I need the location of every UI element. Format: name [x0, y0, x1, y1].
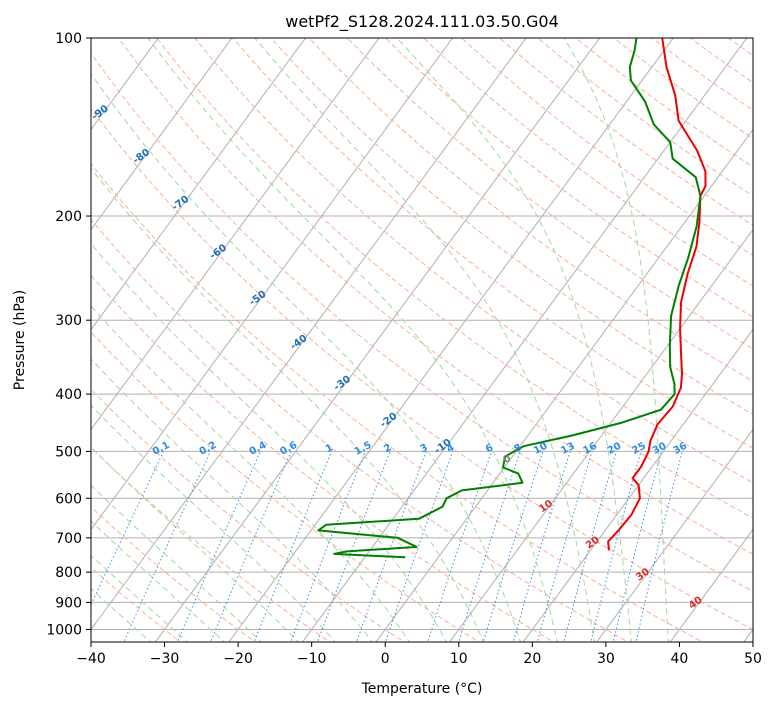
- y-tick-label: 500: [55, 444, 82, 460]
- x-tick-label: −20: [223, 651, 253, 667]
- x-tick-label: −10: [297, 651, 327, 667]
- x-tick-label: 0: [381, 651, 390, 667]
- y-tick-label: 600: [55, 491, 82, 507]
- chart-title: wetPf2_S128.2024.111.03.50.G04: [285, 12, 559, 32]
- y-tick-label: 1000: [46, 622, 82, 638]
- x-axis-label: Temperature (°C): [361, 681, 483, 697]
- y-tick-label: 700: [55, 531, 82, 547]
- y-tick-label: 800: [55, 565, 82, 581]
- x-tick-label: 20: [523, 651, 541, 667]
- x-tick-label: −30: [150, 651, 180, 667]
- y-tick-label: 200: [55, 209, 82, 225]
- y-tick-label: 300: [55, 313, 82, 329]
- y-tick-label: 100: [55, 31, 82, 47]
- x-tick-label: −40: [76, 651, 106, 667]
- y-axis-label: Pressure (hPa): [12, 290, 28, 390]
- x-tick-label: 30: [597, 651, 615, 667]
- x-tick-label: 10: [450, 651, 468, 667]
- y-tick-label: 400: [55, 387, 82, 403]
- y-tick-label: 900: [55, 595, 82, 611]
- x-tick-label: 50: [744, 651, 762, 667]
- x-tick-label: 40: [671, 651, 689, 667]
